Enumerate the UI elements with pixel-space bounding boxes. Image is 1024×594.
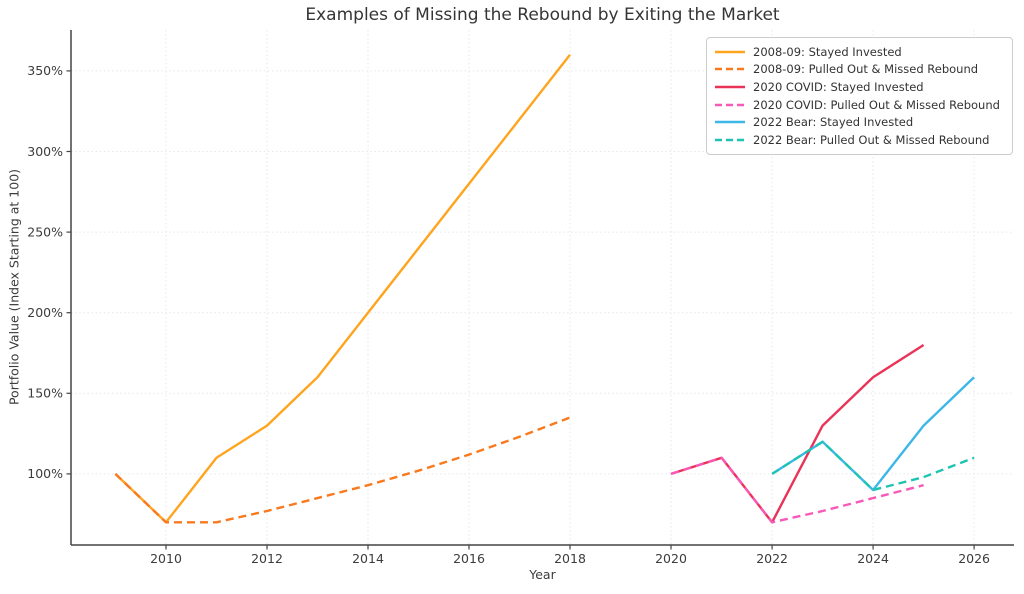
- legend-item: 2020 COVID: Stayed Invested: [715, 78, 1004, 96]
- legend-line-swatch: [715, 50, 745, 53]
- legend-item: 2022 Bear: Pulled Out & Missed Rebound: [715, 131, 1004, 149]
- legend-label: 2022 Bear: Pulled Out & Missed Rebound: [753, 132, 990, 147]
- x-tick-label: 2018: [554, 551, 586, 566]
- legend-item: 2008-09: Stayed Invested: [715, 43, 1004, 61]
- legend: 2008-09: Stayed Invested 2008-09: Pulled …: [706, 37, 1013, 155]
- y-tick-label: 300%: [27, 144, 63, 159]
- legend-label: 2008-09: Pulled Out & Missed Rebound: [753, 62, 979, 77]
- y-tick-label: 350%: [27, 63, 63, 78]
- legend-item: 2008-09: Pulled Out & Missed Rebound: [715, 61, 1004, 79]
- legend-line-swatch: [715, 138, 745, 141]
- legend-line-swatch: [715, 103, 745, 106]
- series-line-0: [114, 54, 571, 524]
- x-axis-label: Year: [529, 567, 556, 582]
- legend-label: 2020 COVID: Stayed Invested: [753, 79, 924, 94]
- series-line-1: [114, 416, 571, 524]
- y-tick-label: 250%: [27, 224, 63, 239]
- y-tick-label: 200%: [27, 305, 63, 320]
- chart-title: Examples of Missing the Rebound by Exiti…: [305, 5, 780, 25]
- x-tick-label: 2026: [958, 551, 990, 566]
- legend-label: 2008-09: Stayed Invested: [753, 44, 902, 59]
- x-tick-label: 2024: [857, 551, 889, 566]
- y-tick-label: 150%: [27, 386, 63, 401]
- x-tick-label: 2022: [756, 551, 788, 566]
- legend-label: 2020 COVID: Pulled Out & Missed Rebound: [753, 97, 1000, 112]
- x-tick-label: 2016: [453, 551, 485, 566]
- legend-item: 2022 Bear: Stayed Invested: [715, 113, 1004, 131]
- legend-line-swatch: [715, 68, 745, 71]
- series-line-3: [670, 456, 924, 524]
- y-tick-label: 100%: [27, 466, 63, 481]
- legend-line-swatch: [715, 120, 745, 124]
- x-tick-label: 2010: [150, 551, 182, 566]
- series-line-5: [771, 440, 975, 492]
- legend-label: 2022 Bear: Stayed Invested: [753, 115, 914, 130]
- x-tick-label: 2020: [655, 551, 687, 566]
- legend-item: 2020 COVID: Pulled Out & Missed Rebound: [715, 96, 1004, 114]
- x-tick-label: 2012: [251, 551, 283, 566]
- legend-line-swatch: [715, 85, 745, 89]
- x-tick-label: 2014: [352, 551, 384, 566]
- y-axis-label: Portfolio Value (Index Starting at 100): [6, 168, 22, 406]
